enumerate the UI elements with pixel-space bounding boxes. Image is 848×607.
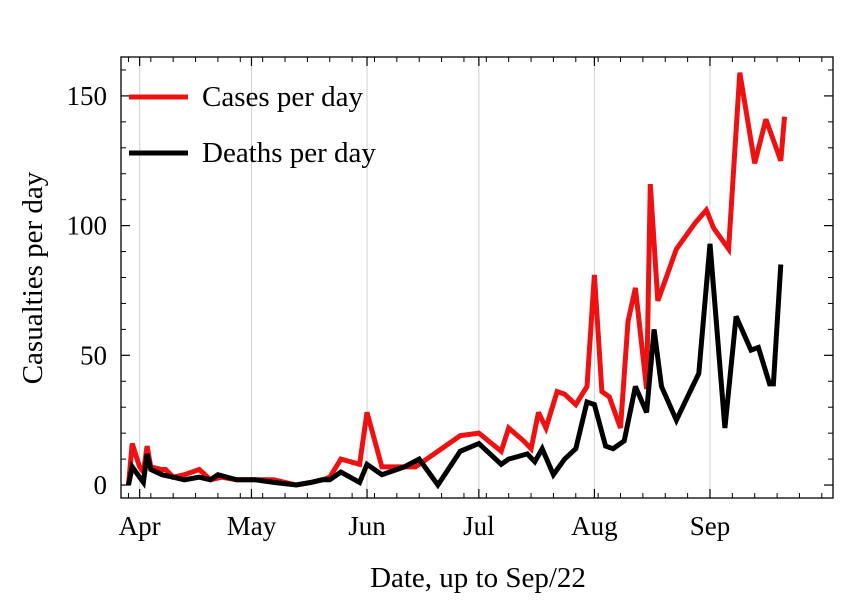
series-line-deaths-per-day — [126, 243, 784, 490]
legend-label-cases: Cases per day — [202, 81, 364, 113]
legend: Cases per day Deaths per day — [129, 81, 376, 169]
y-axis-title: Casualties per day — [17, 171, 49, 384]
x-tick-label-jul: Jul — [463, 511, 495, 541]
axis-ticks — [121, 57, 833, 498]
x-axis-title: Date, up to Sep/22 — [370, 562, 586, 594]
y-tick-label-50: 50 — [80, 340, 107, 370]
x-tick-label-apr: Apr — [119, 511, 161, 541]
series-lines — [126, 72, 787, 490]
x-tick-label-jun: Jun — [348, 511, 386, 541]
y-tick-label-100: 100 — [67, 211, 108, 241]
x-tick-label-sep: Sep — [690, 511, 731, 541]
y-tick-label-0: 0 — [94, 470, 108, 500]
x-tick-label-may: May — [227, 511, 277, 541]
y-tick-label-150: 150 — [67, 81, 108, 111]
x-axis-tick-labels: Apr May Jun Jul Aug Sep — [119, 511, 731, 541]
series-line-cases-per-day — [126, 72, 787, 488]
legend-label-deaths: Deaths per day — [202, 137, 376, 169]
y-axis-tick-labels: 0 50 100 150 — [67, 81, 108, 500]
x-tick-label-aug: Aug — [571, 511, 618, 541]
